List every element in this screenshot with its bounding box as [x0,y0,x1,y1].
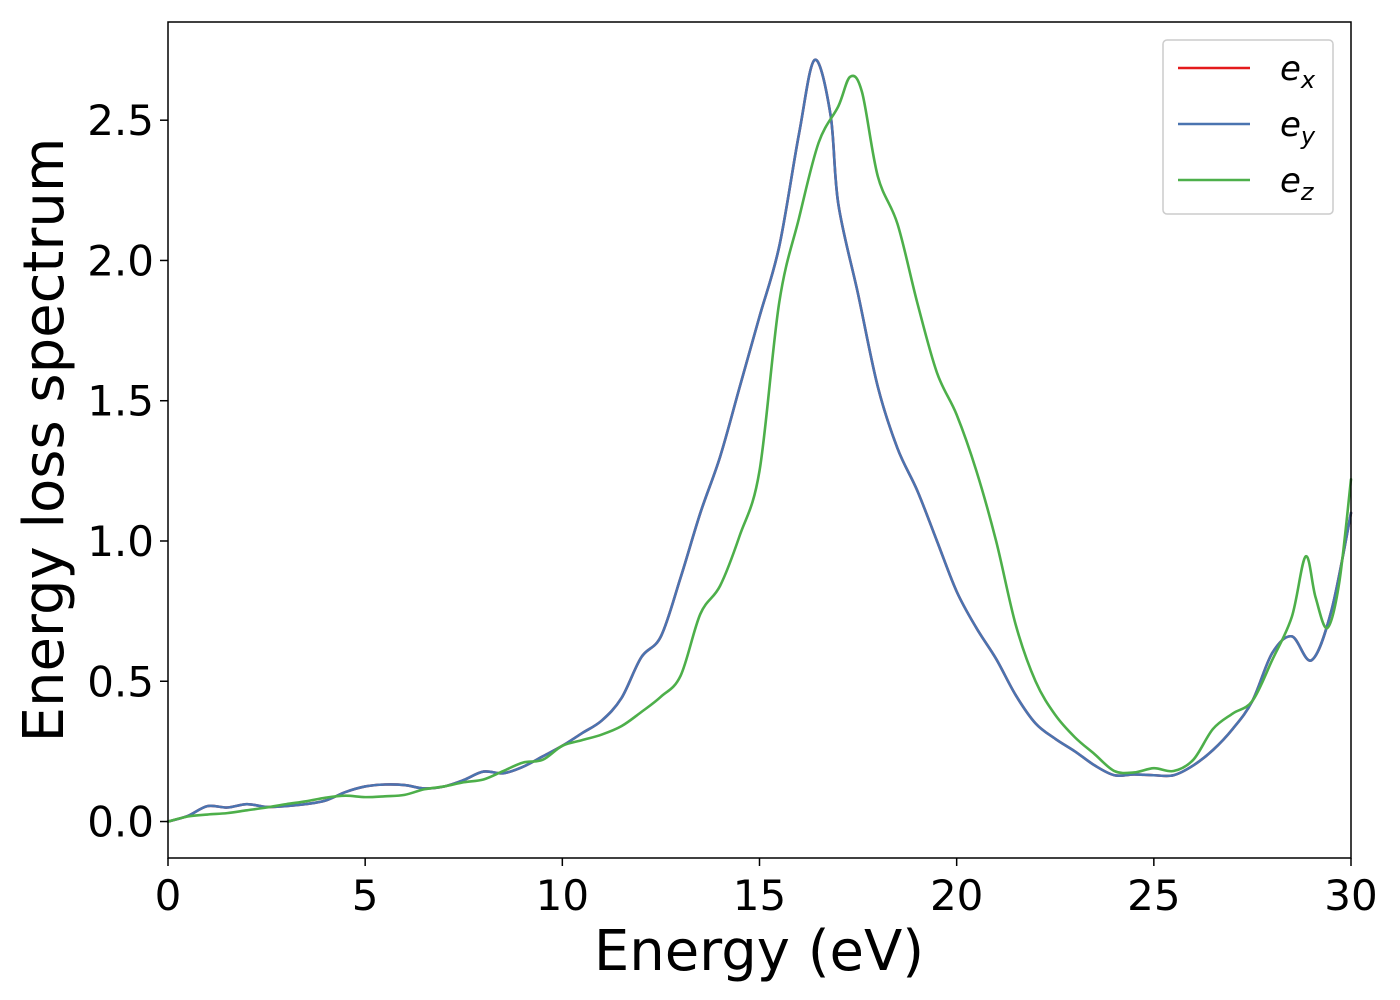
y-axis-label: Energy loss spectrum [12,138,77,743]
series-line-e-z [166,74,1353,823]
y-tick-label: 0.5 [87,657,154,706]
series-line-e-y [166,58,1353,823]
y-tick-label: 2.0 [87,236,154,285]
legend: ex ey ez [1162,39,1334,215]
legend-label-e-x: ex [1280,49,1316,94]
y-tick-label: 1.0 [87,517,154,566]
x-tick-label: 5 [352,871,379,920]
legend-label-e-z: ez [1280,161,1315,206]
x-tick-label: 15 [733,871,786,920]
x-tick-label: 10 [536,871,589,920]
legend-label-e-y: ey [1280,105,1316,150]
x-tick-label: 20 [930,871,983,920]
x-tick-label: 30 [1324,871,1377,920]
x-tick-label: 25 [1127,871,1180,920]
legend-entries: ex ey ez [1178,49,1316,206]
x-axis-label: Energy (eV) [594,919,924,984]
y-tick-label: 2.5 [87,96,154,145]
legend-box [1162,39,1334,215]
x-tick-label: 0 [155,871,182,920]
y-tick-label: 0.0 [87,798,154,847]
y-tick-label: 1.5 [87,377,154,426]
y-axis-ticks: 0.0 0.5 1.0 1.5 2.0 2.5 [87,96,168,847]
x-axis-ticks: 0 5 10 15 20 25 30 [155,858,1378,920]
plot-lines [166,58,1353,823]
